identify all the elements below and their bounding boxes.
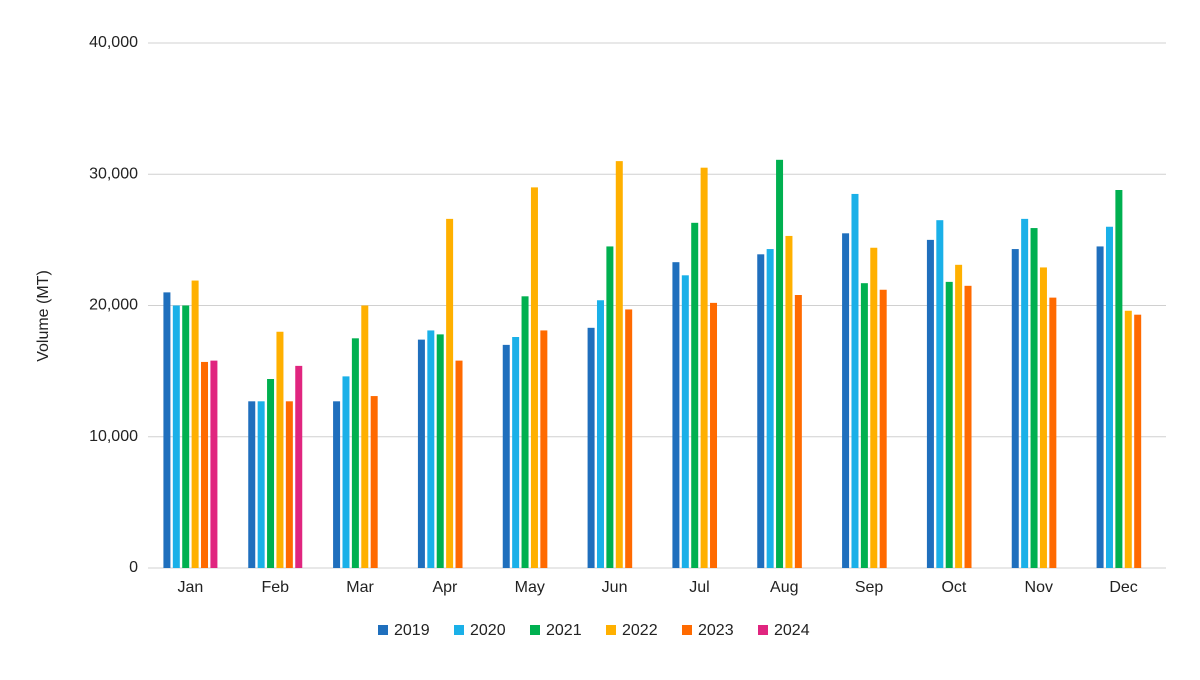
bar xyxy=(776,159,784,568)
bar xyxy=(757,254,765,568)
y-tick-label: 30,000 xyxy=(89,165,138,182)
bar xyxy=(1096,246,1104,568)
bar xyxy=(794,295,802,568)
legend-swatch xyxy=(682,625,692,635)
bar xyxy=(1134,314,1142,568)
y-tick-label: 40,000 xyxy=(89,34,138,51)
bar xyxy=(587,327,595,568)
bar xyxy=(1124,310,1132,568)
bar xyxy=(172,305,180,568)
bar xyxy=(955,264,963,568)
bar xyxy=(370,396,378,568)
legend-label: 2021 xyxy=(546,622,582,639)
bar xyxy=(351,338,359,568)
bar xyxy=(502,344,510,568)
legend-swatch xyxy=(454,625,464,635)
legend-swatch xyxy=(758,625,768,635)
bar xyxy=(870,247,878,568)
legend-label: 2019 xyxy=(394,622,430,639)
x-tick-label: Aug xyxy=(770,579,798,596)
bar xyxy=(163,292,171,568)
bar xyxy=(936,220,944,568)
bar xyxy=(1039,267,1047,568)
bar xyxy=(879,289,887,568)
bar xyxy=(521,296,529,568)
bar xyxy=(436,334,444,568)
bar xyxy=(681,275,689,568)
bar xyxy=(182,305,190,568)
legend-swatch xyxy=(606,625,616,635)
legend-label: 2023 xyxy=(698,622,734,639)
bar xyxy=(333,401,341,568)
bar xyxy=(512,337,520,568)
bar xyxy=(1115,190,1123,568)
bar xyxy=(691,222,699,568)
bar xyxy=(446,218,454,568)
bar xyxy=(615,161,623,568)
x-tick-label: Jul xyxy=(689,579,709,596)
x-tick-label: May xyxy=(515,579,545,596)
bar xyxy=(530,187,538,568)
legend-swatch xyxy=(378,625,388,635)
bar xyxy=(606,246,614,568)
bar xyxy=(201,361,209,568)
bar xyxy=(276,331,284,568)
bar xyxy=(540,330,548,568)
bar xyxy=(342,376,350,568)
x-tick-label: Sep xyxy=(855,579,884,596)
x-tick-label: Oct xyxy=(941,579,966,596)
bar xyxy=(860,283,868,568)
bar xyxy=(766,249,774,568)
bar xyxy=(1021,218,1029,568)
bar xyxy=(257,401,265,568)
bar xyxy=(945,281,953,568)
x-tick-label: Jun xyxy=(602,579,628,596)
bar xyxy=(191,280,199,568)
x-tick-label: Feb xyxy=(261,579,289,596)
legend-label: 2022 xyxy=(622,622,658,639)
legend-label: 2024 xyxy=(774,622,810,639)
bar xyxy=(361,305,369,568)
bar xyxy=(285,401,293,568)
bar xyxy=(248,401,256,568)
bar xyxy=(1049,297,1057,568)
legend-label: 2020 xyxy=(470,622,506,639)
legend-swatch xyxy=(530,625,540,635)
bar xyxy=(785,235,793,568)
bar xyxy=(842,233,850,568)
bar xyxy=(672,262,680,568)
x-tick-label: Mar xyxy=(346,579,374,596)
bar xyxy=(700,167,708,568)
bar xyxy=(417,339,425,568)
x-tick-label: Apr xyxy=(432,579,458,596)
x-tick-label: Dec xyxy=(1109,579,1137,596)
bar xyxy=(1030,228,1038,568)
bar xyxy=(710,302,718,568)
y-axis-label: Volume (MT) xyxy=(35,270,52,362)
bar xyxy=(295,365,303,568)
bar xyxy=(964,285,972,568)
bar xyxy=(625,309,633,568)
bar xyxy=(455,360,463,568)
bar xyxy=(596,300,604,568)
bar xyxy=(427,330,435,568)
bar xyxy=(1105,226,1113,568)
x-tick-label: Jan xyxy=(178,579,204,596)
bar xyxy=(851,193,859,568)
bar xyxy=(210,360,218,568)
bar xyxy=(267,379,275,568)
y-tick-label: 20,000 xyxy=(89,297,138,314)
y-tick-label: 10,000 xyxy=(89,428,138,445)
bar xyxy=(1011,249,1019,568)
x-tick-label: Nov xyxy=(1025,579,1053,596)
bar xyxy=(926,239,934,568)
y-tick-label: 0 xyxy=(129,559,138,576)
